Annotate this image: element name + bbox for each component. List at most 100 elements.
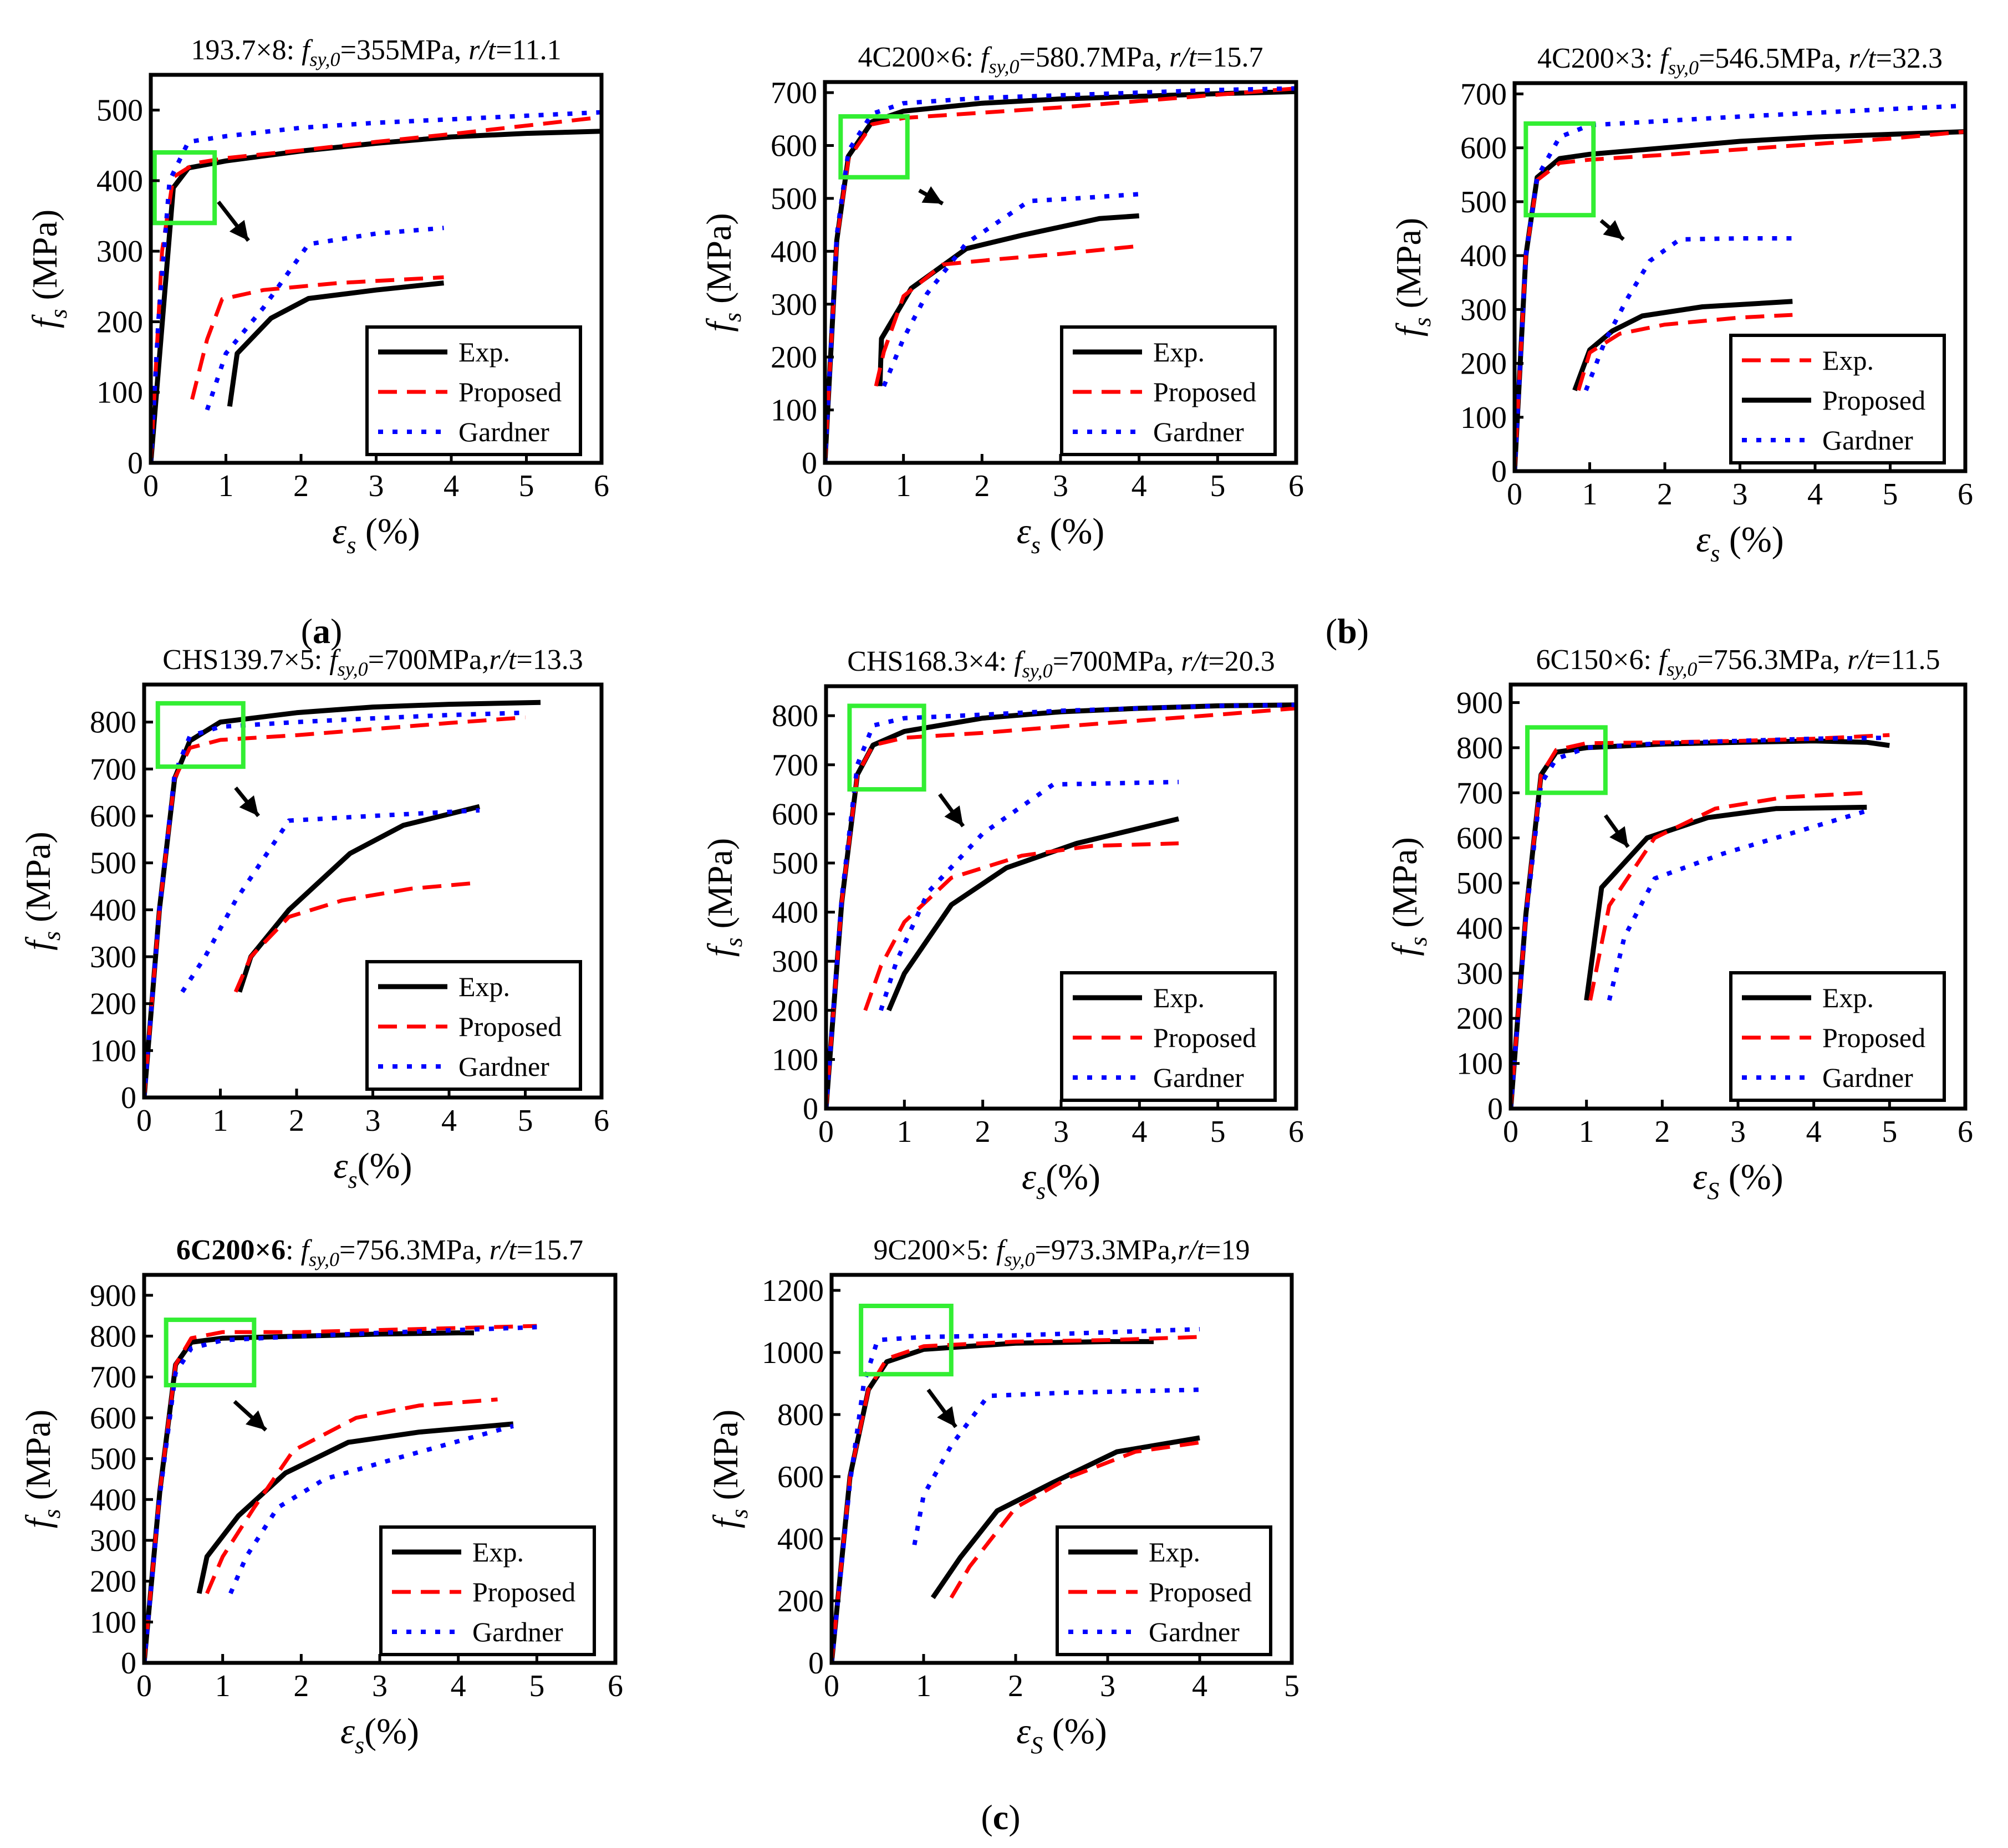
plot-area — [832, 1327, 1200, 1663]
y-tick-label: 1000 — [762, 1336, 824, 1370]
series-line-gardner — [144, 1325, 537, 1663]
y-axis-label: fs (MPa) — [706, 1410, 753, 1528]
y-tick-label: 700 — [1460, 77, 1507, 111]
inset-line-exp — [930, 1435, 1200, 1599]
y-label-unit: (MPa) — [1389, 218, 1428, 318]
y-tick-label: 200 — [772, 994, 818, 1028]
y-label-subscript: s — [1409, 317, 1436, 326]
y-tick-label: 100 — [96, 376, 143, 410]
series-line-gardner — [144, 710, 526, 1097]
x-tick-label: 0 — [824, 1669, 839, 1703]
x-label-subscript: s — [348, 1166, 357, 1193]
y-label-unit: (MPa) — [18, 831, 58, 931]
chart-title: 4C200×6: fsy,0=580.7MPa, r/t=15.7 — [858, 42, 1263, 78]
legend-label: Proposed — [1153, 1022, 1256, 1053]
series-line-gardner — [1515, 103, 1965, 471]
legend-label: Exp. — [1822, 982, 1874, 1013]
y-tick-label: 400 — [772, 896, 818, 930]
legend: Exp. Proposed Gardner — [365, 325, 582, 456]
panel-label-b-text: b — [1337, 611, 1357, 651]
y-tick-label: 400 — [771, 234, 817, 269]
plot-area — [144, 1324, 537, 1663]
legend-label: Proposed — [1149, 1576, 1252, 1607]
x-label-subscript: s — [355, 1732, 364, 1759]
x-tick-label: 1 — [1582, 477, 1598, 512]
y-tick-label: 400 — [90, 893, 136, 927]
y-tick-label: 1200 — [762, 1274, 824, 1308]
legend-label: Proposed — [458, 376, 562, 407]
x-axis-label: εS (%) — [1693, 1157, 1783, 1204]
series-line-gardner — [826, 702, 1296, 1109]
inset-line-proposed — [949, 1440, 1200, 1599]
zoom-box — [164, 1318, 257, 1387]
x-tick-label: 6 — [1958, 477, 1973, 512]
x-tick-label: 5 — [1284, 1669, 1299, 1703]
x-tick-label: 6 — [594, 469, 609, 503]
x-axis-label: εs (%) — [1017, 511, 1105, 559]
x-tick-label: 1 — [213, 1104, 228, 1138]
series-line-proposed — [826, 706, 1296, 1109]
title-rt-value: =15.7 — [1196, 42, 1263, 73]
inset-line-gardner — [1583, 236, 1793, 391]
y-tick-label: 400 — [1460, 239, 1507, 273]
plot-area — [825, 86, 1296, 463]
legend-label: Proposed — [1153, 376, 1256, 407]
y-tick-label: 700 — [90, 1360, 136, 1395]
title-rt-symbol: r/t — [1847, 644, 1876, 676]
title-fsy-subscript: sy,0 — [309, 1248, 339, 1270]
legend-box — [379, 1525, 596, 1656]
x-tick-label: 1 — [896, 1115, 912, 1149]
x-label-subscript: s — [1710, 540, 1720, 567]
zoom-box — [847, 703, 926, 792]
chart-p2: 4C200×6: fsy,0=580.7MPa, r/t=15.7 0 1 2 3 4 5 6… — [699, 42, 1304, 559]
inset-line-exp — [196, 1421, 514, 1594]
x-tick-label: 2 — [1654, 1115, 1670, 1149]
y-tick-label: 0 — [1491, 455, 1507, 489]
legend-label: Gardner — [1153, 1062, 1244, 1093]
inset-line-proposed — [190, 275, 444, 400]
y-tick-label: 300 — [1456, 957, 1503, 991]
series-line-gardner — [1511, 736, 1890, 1109]
legend: Exp. Proposed Gardner — [1056, 1525, 1272, 1656]
title-rt-value: =11.1 — [496, 34, 561, 66]
x-tick-label: 3 — [1053, 1115, 1069, 1149]
y-label-subscript: s — [38, 1509, 65, 1518]
y-tick-label: 500 — [90, 846, 136, 881]
title-prefix: 6C200×6 — [176, 1234, 286, 1266]
legend-label: Gardner — [472, 1616, 563, 1647]
x-axis-label: εS (%) — [1016, 1711, 1107, 1759]
x-tick-label: 4 — [451, 1669, 466, 1703]
y-tick-label: 600 — [1460, 131, 1507, 166]
x-tick-label: 6 — [608, 1669, 623, 1703]
x-label-unit: (%) — [364, 1711, 419, 1752]
inset-line-gardner — [228, 1423, 514, 1595]
x-label-unit: (%) — [1046, 1157, 1100, 1197]
y-tick-label: 300 — [90, 1524, 136, 1558]
legend-label: Gardner — [458, 416, 549, 447]
x-tick-label: 0 — [818, 1115, 834, 1149]
x-label-symbol: ε — [1016, 1711, 1031, 1752]
panel-label-c-text: c — [993, 1798, 1008, 1837]
x-label-unit: (%) — [1041, 511, 1104, 552]
legend-label: Proposed — [1822, 1022, 1925, 1053]
y-axis-label: fs (MPa) — [18, 831, 65, 950]
title-fsy-value: =700MPa, — [1053, 646, 1181, 677]
x-tick-label: 4 — [1132, 1115, 1147, 1149]
y-tick-label: 300 — [96, 234, 143, 269]
y-tick-label: 600 — [90, 799, 136, 834]
y-label-unit: (MPa) — [700, 838, 740, 938]
plot-area — [1511, 733, 1890, 1109]
x-tick-label: 3 — [1730, 1115, 1746, 1149]
plot-area — [826, 702, 1296, 1109]
y-axis-label: fs (MPa) — [700, 838, 747, 957]
x-tick-label: 5 — [519, 469, 534, 503]
title-fsy-subscript: sy,0 — [1668, 57, 1699, 79]
x-tick-label: 1 — [916, 1669, 931, 1703]
y-tick-label: 300 — [772, 945, 818, 979]
x-tick-label: 3 — [369, 469, 384, 503]
legend-box — [1060, 971, 1277, 1102]
y-label-unit: (MPa) — [25, 210, 64, 309]
y-tick-label: 700 — [772, 748, 818, 783]
title-fsy-value: =700MPa, — [368, 644, 490, 676]
